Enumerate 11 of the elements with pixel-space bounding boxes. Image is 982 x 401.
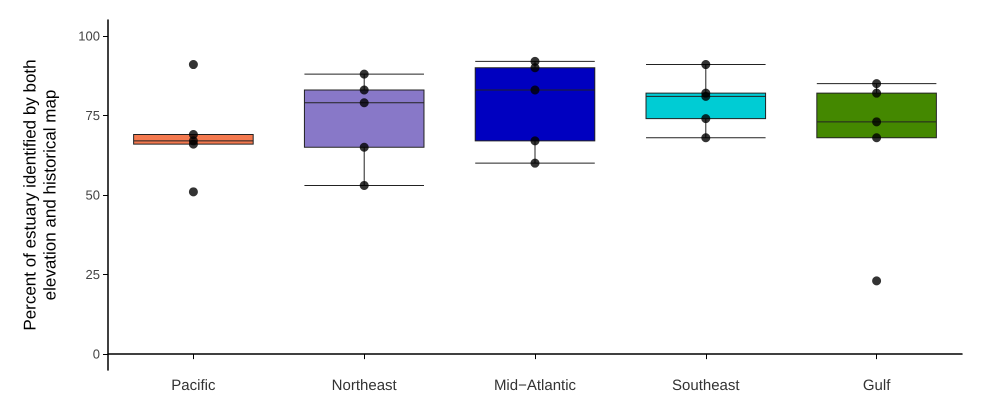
x-tick-label: Northeast [332,377,398,394]
x-tick-label: Gulf [862,377,892,394]
y-tick-label: 25 [86,267,100,282]
x-tick-label: Mid−Atlantic [494,377,577,394]
x-tick-label: Pacific [171,377,216,394]
y-tick-label: 0 [92,346,100,362]
x-tick-label: Southeast [672,377,740,394]
y-tick-label: 50 [86,188,100,202]
y-tick-label: 100 [78,28,100,44]
y-axis-title: Percent of estuary identified by both elevation and historical map [20,59,60,331]
y-tick-label: 75 [86,108,100,123]
